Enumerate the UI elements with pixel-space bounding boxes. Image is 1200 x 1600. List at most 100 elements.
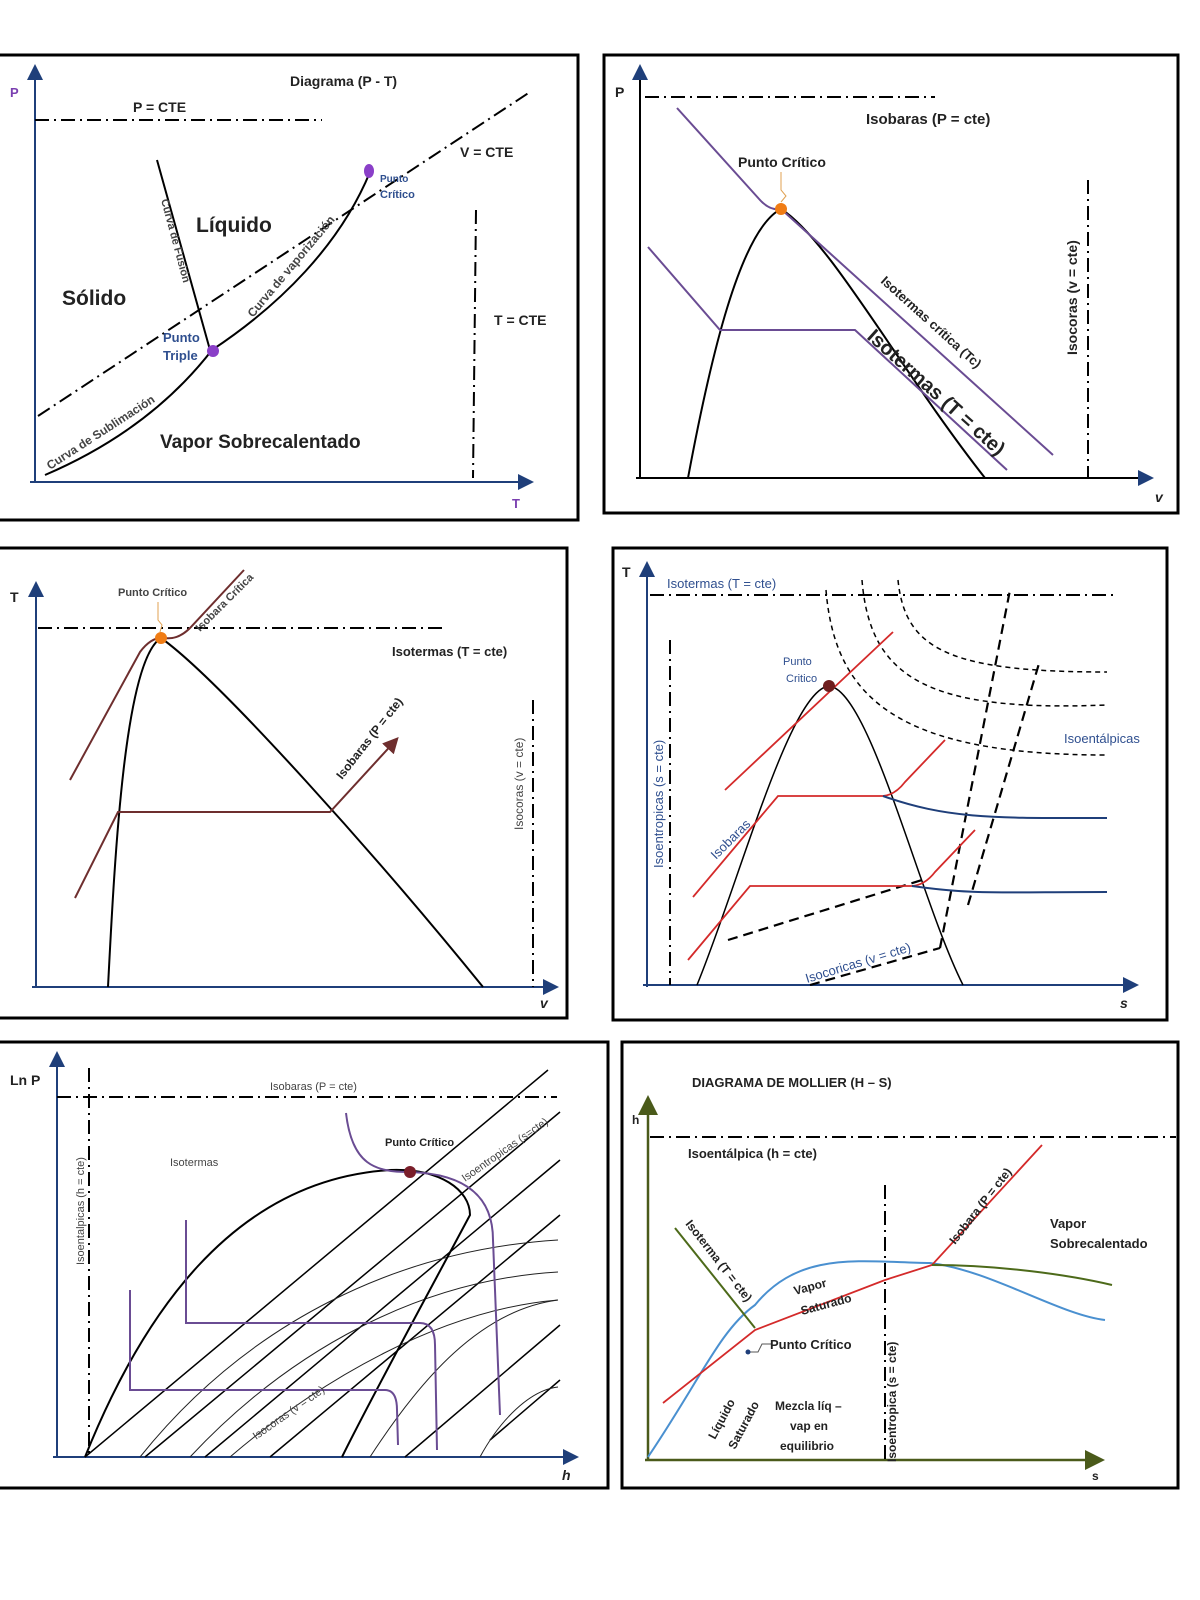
x-axis-label: v xyxy=(540,995,549,1011)
panel-frame xyxy=(0,53,580,522)
critical-point-label: Punto Crítico xyxy=(770,1337,852,1352)
saturated-vapor-label-2: Saturado xyxy=(799,1291,853,1318)
critical-point-label-2: Crítico xyxy=(380,189,415,201)
isotherm xyxy=(129,1290,399,1446)
triple-point xyxy=(207,345,219,357)
isobar xyxy=(687,829,976,961)
hs-diagram: DIAGRAMA DE MOLLIER (H – S) h s Isoentál… xyxy=(620,1040,1180,1490)
isochore-label: Isocoras (v = cte) xyxy=(1064,240,1080,355)
liquid-region-label: Líquido xyxy=(196,214,272,237)
sublimation-curve xyxy=(44,349,213,476)
isobar-label: Isobaras (P = cte) xyxy=(270,1081,357,1093)
diagram-title: DIAGRAMA DE MOLLIER (H – S) xyxy=(692,1075,892,1090)
pt-diagram: P T Diagrama (P - T) P = CTE V = CTE T =… xyxy=(0,53,580,522)
pv-diagram: P v Isobaras (P = cte) Punto Crítico Iso… xyxy=(602,53,1180,515)
critical-point-label-2: Critico xyxy=(786,673,817,685)
triple-point-label-1: Punto xyxy=(163,330,200,345)
ts-diagram: T s Isotermas (T = cte) Isoentropicas (s… xyxy=(611,546,1169,1022)
y-axis-label: Ln P xyxy=(10,1072,40,1088)
x-axis-label: v xyxy=(1155,489,1164,505)
critical-point xyxy=(364,164,374,178)
y-axis-label: P xyxy=(10,85,19,100)
isotherm-label: Isotermas (T = cte) xyxy=(392,644,507,659)
isochore-label: Isocoras (v = cte) xyxy=(251,1384,327,1442)
vapor-region-label: Vapor Sobrecalentado xyxy=(160,432,361,453)
isentropic-label: Isoentropicas (s = cte) xyxy=(651,740,666,868)
isochore-label: Isocoras (v = cte) xyxy=(512,738,526,830)
isotherm xyxy=(674,1227,756,1329)
mixture-label-1: Mezcla líq – xyxy=(775,1399,842,1413)
y-axis-label: P xyxy=(615,84,624,100)
panel-frame xyxy=(611,546,1169,1022)
superheated-label-2: Sobrecalentado xyxy=(1050,1236,1148,1251)
critical-point xyxy=(823,680,835,692)
critical-point xyxy=(155,632,167,644)
t-cte-line xyxy=(472,209,477,479)
triple-point-label-2: Triple xyxy=(163,348,198,363)
x-axis-label: s xyxy=(1092,1469,1099,1483)
panel-frame xyxy=(620,1040,1180,1490)
x-axis-label: s xyxy=(1120,995,1128,1011)
isotherm-lines xyxy=(84,1069,561,1458)
isenthalpic-label: Isoentálpica (h = cte) xyxy=(688,1146,817,1161)
leader-line xyxy=(157,602,163,633)
critical-point-label: Punto Crítico xyxy=(385,1137,454,1149)
mixture-label-2: vap en xyxy=(790,1419,828,1433)
y-axis-label: T xyxy=(10,589,19,605)
t-cte-label: T = CTE xyxy=(494,312,547,328)
panel-frame xyxy=(0,546,569,1020)
isobar-label: Isobaras (P = cte) xyxy=(866,111,990,128)
fusion-curve xyxy=(156,159,211,351)
isenthalpic-curve xyxy=(825,589,1108,756)
p-cte-label: P = CTE xyxy=(133,99,186,115)
mixture-label-3: equilibrio xyxy=(780,1439,834,1453)
isotherm-label: Isoterma (T = cte) xyxy=(683,1217,755,1304)
fusion-label: Curva de Fusión xyxy=(158,198,192,285)
diagram-title: Diagrama (P - T) xyxy=(290,73,397,89)
v-cte-label: V = CTE xyxy=(460,144,513,160)
isochoric-label: Isocoricas (v = cte) xyxy=(803,940,912,986)
isentropic-label: Isoentropica (s = cte) xyxy=(885,1342,899,1462)
isobar xyxy=(662,1144,1043,1404)
y-axis-label: T xyxy=(622,564,631,580)
critical-point-label: Punto Crítico xyxy=(118,587,187,599)
vaporization-curve xyxy=(211,171,371,351)
isotherm-label: Isotermas (T = cte) xyxy=(667,576,776,591)
isentropic-label: Isoentropicas (s=cte) xyxy=(460,1116,551,1185)
critical-point-label-1: Punto xyxy=(783,656,812,668)
tv-diagram: T v Isotermas (T = cte) Punto Crítico Is… xyxy=(0,546,569,1020)
v-cte-line xyxy=(37,91,531,417)
panel-frame xyxy=(602,53,1180,515)
critical-point xyxy=(745,1349,751,1355)
isobar-label: Isobara (P = cte) xyxy=(946,1165,1014,1247)
isotherm xyxy=(185,1220,438,1451)
isenthalpic-curve xyxy=(861,579,1108,707)
leader-line xyxy=(780,172,787,203)
saturated-vapor-label-1: Vapor xyxy=(792,1276,828,1298)
y-axis-label: h xyxy=(632,1113,639,1127)
x-axis-label: T xyxy=(512,496,520,511)
x-axis-label: h xyxy=(562,1467,571,1483)
critical-isotherm xyxy=(676,107,1054,456)
ph-diagram: Ln P h Isobaras (P = cte) Isoentalpicas … xyxy=(0,1040,610,1490)
saturation-dome xyxy=(687,207,986,479)
superheated-label-1: Vapor xyxy=(1050,1216,1086,1231)
critical-point xyxy=(775,203,787,215)
isochoric-lines xyxy=(727,589,1042,987)
isobar-superheated xyxy=(911,885,1108,894)
superheated-curve xyxy=(931,1264,1113,1286)
panel-frame xyxy=(0,1040,610,1490)
critical-isobar-label: Isobara Crítica xyxy=(194,571,257,634)
critical-point-label: Punto Crítico xyxy=(738,154,826,170)
solid-region-label: Sólido xyxy=(62,287,126,310)
isotherm-label: Isotermas xyxy=(170,1157,219,1169)
sublimation-label: Curva de Sublimación xyxy=(44,392,157,472)
critical-point xyxy=(404,1166,416,1178)
isobar xyxy=(74,737,399,899)
isobar-label: Isobaras xyxy=(708,816,754,862)
critical-point-label-1: Punto xyxy=(380,174,408,185)
isenthalpic-label: Isoentálpicas xyxy=(1064,731,1140,746)
critical-isobar xyxy=(724,631,894,791)
isobar-superheated xyxy=(882,795,1108,820)
